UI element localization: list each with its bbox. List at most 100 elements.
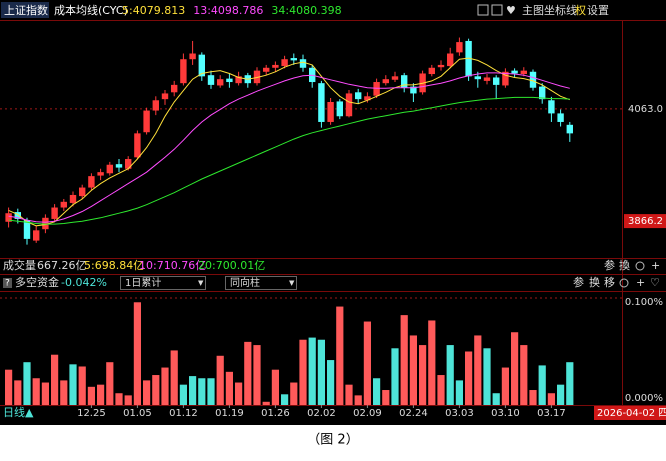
ma-legend: 13:4098.786 [193,4,263,17]
candle-body [548,100,555,114]
bar [483,348,491,405]
candle-body [33,230,40,241]
bar [428,320,436,405]
bar [308,337,316,405]
bar [437,375,445,405]
candle-body [161,93,169,100]
candle-body [115,164,123,168]
tool-button[interactable]: 移 [604,276,615,289]
candle-body [299,59,307,68]
tool-button[interactable]: 参 [573,275,584,289]
x-tick-label: 02.09 [353,408,382,419]
dropdown-arrow[interactable]: ▼ [289,279,295,287]
dropdown[interactable] [120,276,206,290]
dropdown-arrow[interactable]: ▼ [198,279,204,287]
candle-body [447,53,454,67]
bar [51,354,59,405]
bar [511,332,519,405]
bar [235,382,243,405]
ma-line [8,96,570,225]
candle-body [355,92,362,100]
x-tick-label: 02.24 [399,408,428,419]
bar [290,382,298,405]
candle-body [511,70,518,74]
candle-body [189,53,196,60]
settings-icon[interactable] [619,278,629,288]
date-box [594,406,666,420]
y-tick-label: 4063.0 [628,104,663,115]
settings-icon[interactable] [635,261,645,271]
bar [189,376,197,405]
indicator-value: -0.042% [61,276,107,289]
bar [262,401,270,405]
zoom-out-icon[interactable] [491,4,503,16]
candle-body [364,96,371,101]
y-tick-label: 0.100% [625,297,663,308]
bar [327,360,335,405]
add-icon[interactable]: + [651,259,660,272]
toolbar-button[interactable]: 主图 [522,4,544,17]
toolbar-button[interactable]: 坐标线 [544,3,577,17]
ma-legend: 34:4080.398 [271,4,341,17]
index-name[interactable]: 上证指数 [4,3,48,17]
candle-body [23,220,31,239]
dropdown-text[interactable]: 同向柱 [230,276,260,289]
candle-body [134,133,141,158]
bar [520,345,528,405]
bar [566,362,574,405]
x-tick-label: 12.25 [77,408,106,419]
price-marker-label: 3866.2 [628,216,663,227]
index-badge[interactable] [1,2,49,18]
period-button[interactable]: 日线▲ [3,405,34,419]
bar [557,384,565,405]
tool-button[interactable]: 換 [619,259,630,272]
candle-body [391,76,399,80]
bar [363,321,371,405]
x-tick-label: 01.05 [123,408,152,419]
bar [152,375,160,405]
bar [455,380,463,405]
ma-legend: 5:4079.813 [122,4,185,17]
bar [501,367,509,405]
zoom-in-icon[interactable] [477,4,489,16]
candle-body [51,207,58,219]
dropdown[interactable] [225,276,297,290]
background [0,0,666,425]
bar [419,345,427,405]
candle-body [106,164,113,174]
favorite-icon[interactable]: ♥ [506,4,516,17]
candle-body [42,217,49,230]
toolbar-button[interactable]: 设置 [587,4,609,17]
heart-icon[interactable]: ♡ [650,276,660,289]
toolbar-button[interactable]: 权 [575,4,586,17]
bar [391,348,399,405]
bar [14,380,22,405]
bar [244,341,252,405]
bar [354,395,362,405]
date-box-text: 2026-04-02 四 [597,408,666,419]
candle-body [557,113,564,122]
bar [124,395,132,405]
bar [465,351,473,405]
help-icon[interactable]: ? [5,279,10,289]
bar [382,390,390,405]
help-box[interactable] [3,278,12,288]
bar [345,384,353,405]
candle-body [373,82,380,96]
bar [106,362,114,405]
candle-body [437,64,445,68]
bar [492,393,500,405]
bar [446,345,454,405]
add-icon[interactable]: + [636,276,645,289]
volume-ma: 20:700.01亿 [198,259,265,272]
tool-button[interactable]: 参 [604,258,615,272]
dropdown-text[interactable]: 1日累计 [125,276,161,289]
x-tick-label: 02.02 [307,408,336,419]
bar [547,393,555,405]
volume-total: 667.26亿 [37,259,87,272]
volume-label: 成交量 [3,258,36,272]
tool-button[interactable]: 换 [589,275,600,289]
bar [115,393,123,405]
bar [5,369,13,405]
volume-ma: 10:710.76亿 [139,259,206,272]
